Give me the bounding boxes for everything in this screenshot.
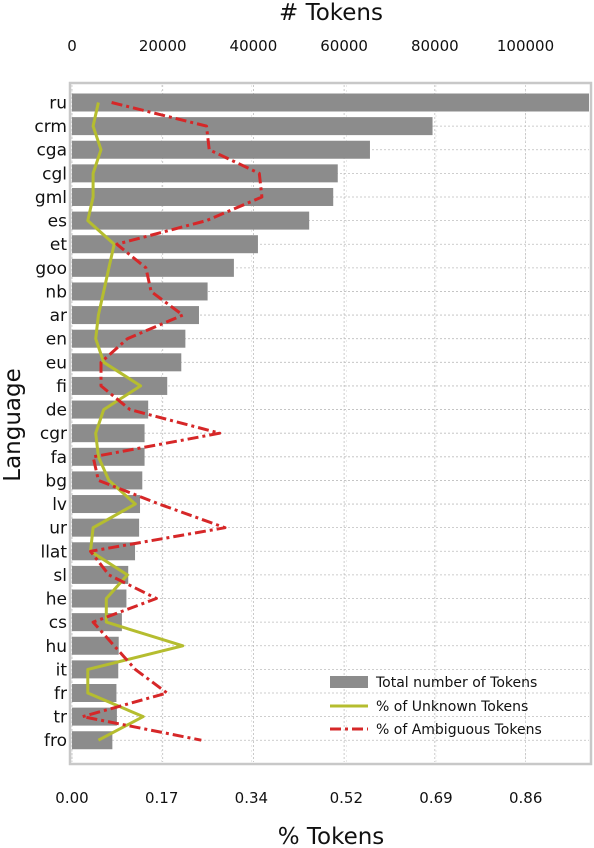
bar-tr xyxy=(72,707,117,726)
bar-cga xyxy=(72,140,370,159)
bar-fa xyxy=(72,447,145,466)
y-tick-label-bg: bg xyxy=(45,471,67,491)
bottom-tick-label: 0.17 xyxy=(145,789,178,807)
y-tick-label-fi: fi xyxy=(56,377,67,397)
y-tick-label-fa: fa xyxy=(51,448,67,468)
bar-gml xyxy=(72,187,334,206)
bar-cs xyxy=(72,613,122,632)
bottom-tick-label: 0.34 xyxy=(235,789,268,807)
bar-hu xyxy=(72,636,119,655)
bar-sl xyxy=(72,565,129,584)
y-tick-label-it: it xyxy=(56,660,68,680)
y-tick-label-llat: llat xyxy=(40,542,67,562)
bottom-tick-label: 0.86 xyxy=(509,789,542,807)
legend-label-total: Total number of Tokens xyxy=(375,675,537,691)
y-tick-label-en: en xyxy=(46,330,67,350)
top-tick-label: 20000 xyxy=(139,37,187,55)
y-tick-label-eu: eu xyxy=(46,353,67,373)
y-tick-label-ur: ur xyxy=(49,519,67,539)
bar-eu xyxy=(72,353,182,372)
bar-bg xyxy=(72,471,143,490)
legend-bar-swatch xyxy=(330,676,368,688)
bottom-axis-title: % Tokens xyxy=(278,824,385,848)
bar-et xyxy=(72,235,258,254)
y-tick-label-de: de xyxy=(46,401,67,421)
bar-nb xyxy=(72,282,208,301)
bar-ur xyxy=(72,518,140,537)
y-tick-label-fr: fr xyxy=(54,684,67,704)
bar-fr xyxy=(72,684,117,702)
grid xyxy=(71,85,589,762)
bottom-axis-ticks: 0.00 0.17 0.34 0.52 0.69 0.86 xyxy=(55,789,542,807)
y-tick-label-he: he xyxy=(46,590,67,610)
bar-cgr xyxy=(72,424,145,443)
bar-crm xyxy=(72,117,433,136)
top-tick-label: 80000 xyxy=(411,37,459,55)
bar-ru xyxy=(72,93,589,112)
bar-lv xyxy=(72,495,141,514)
y-axis-labels: ru crm cga cgl gml es et goo nb ar en eu fi de cgr fa bg… xyxy=(34,94,67,752)
top-tick-label: 40000 xyxy=(230,37,278,55)
bars xyxy=(72,93,589,750)
y-tick-label-es: es xyxy=(48,212,67,232)
legend: Total number of Tokens % of Unknown Toke… xyxy=(330,675,542,738)
legend-label-unknown: % of Unknown Tokens xyxy=(376,699,528,715)
bar-llat xyxy=(72,542,136,561)
top-tick-label: 60000 xyxy=(320,37,368,55)
legend-label-ambiguous: % of Ambiguous Tokens xyxy=(376,722,542,738)
y-tick-label-lv: lv xyxy=(52,495,67,515)
bottom-tick-label: 0.52 xyxy=(330,789,363,807)
lines xyxy=(81,101,264,742)
y-tick-label-ar: ar xyxy=(50,306,67,326)
bar-fi xyxy=(72,376,168,395)
y-tick-label-cga: cga xyxy=(36,141,67,161)
bar-es xyxy=(72,211,310,230)
y-tick-label-crm: crm xyxy=(34,117,67,137)
bar-fro xyxy=(72,731,113,750)
bottom-tick-label: 0.00 xyxy=(55,789,88,807)
y-tick-label-tr: tr xyxy=(53,708,67,728)
y-tick-label-et: et xyxy=(50,235,67,255)
y-tick-label-ru: ru xyxy=(49,94,67,114)
y-axis-title: Language xyxy=(0,368,26,482)
y-tick-label-hu: hu xyxy=(45,637,67,657)
bar-cgl xyxy=(72,164,338,183)
top-tick-label: 0 xyxy=(67,37,77,55)
top-axis-title: # Tokens xyxy=(279,0,383,26)
bar-ar xyxy=(72,306,199,325)
bar-de xyxy=(72,400,149,419)
y-tick-label-nb: nb xyxy=(45,282,67,302)
y-tick-label-cs: cs xyxy=(49,613,67,633)
y-tick-label-fro: fro xyxy=(44,731,67,751)
top-axis-ticks: 0 20000 40000 60000 80000 100000 xyxy=(67,37,554,55)
ambiguous-tokens-line xyxy=(81,101,264,742)
y-tick-label-cgl: cgl xyxy=(42,164,67,184)
plot-frame xyxy=(68,81,593,766)
bar-goo xyxy=(72,258,234,277)
y-tick-label-gml: gml xyxy=(35,188,67,208)
bottom-tick-label: 0.69 xyxy=(419,789,452,807)
bar-he xyxy=(72,589,127,608)
y-tick-label-sl: sl xyxy=(53,566,67,586)
y-tick-label-cgr: cgr xyxy=(40,424,67,444)
top-tick-label: 100000 xyxy=(497,37,554,55)
unknown-tokens-line xyxy=(86,102,185,742)
y-tick-label-goo: goo xyxy=(35,259,67,279)
